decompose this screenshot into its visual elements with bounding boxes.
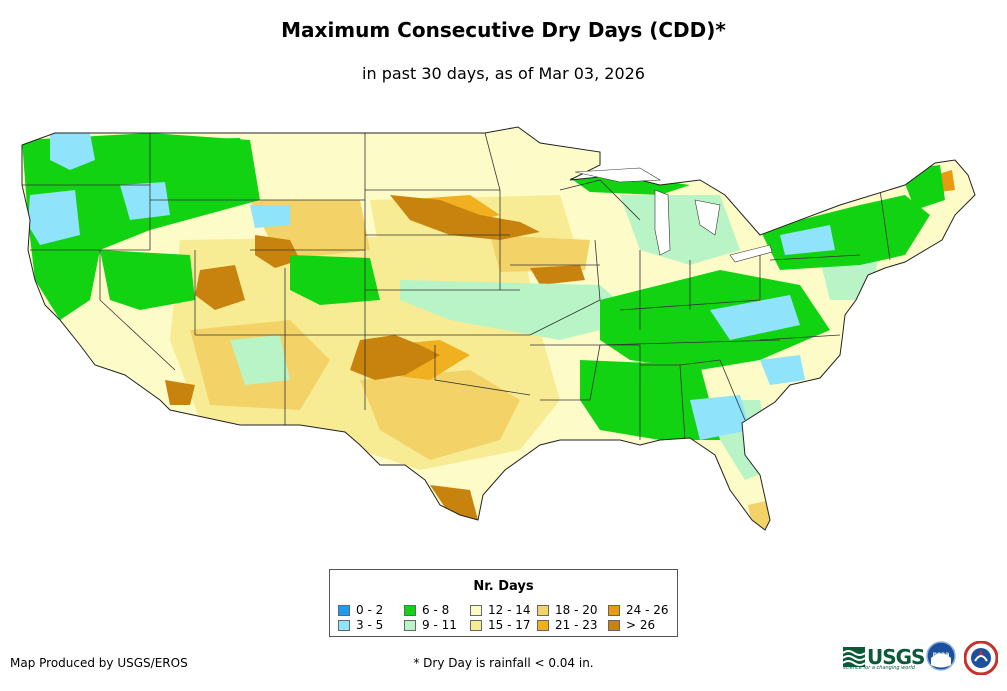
legend-label: 24 - 26 xyxy=(626,603,669,617)
legend-label: 6 - 8 xyxy=(422,603,450,617)
legend-swatch xyxy=(537,604,549,616)
zone-6-8-rockies xyxy=(150,138,250,200)
zone-6-8-colorado xyxy=(290,255,380,305)
legend-item: 3 - 5 xyxy=(338,618,383,632)
lake-michigan xyxy=(654,189,671,256)
legend-label: 9 - 11 xyxy=(422,618,457,632)
border-ia-east xyxy=(529,239,601,336)
zone-18-20-texas xyxy=(360,370,520,460)
legend-swatch xyxy=(608,604,620,616)
zone-3-5-georgia xyxy=(690,395,750,440)
noaa-logo-icon: noaa xyxy=(926,641,956,671)
zone-9-11-nm xyxy=(230,335,290,385)
zone-gt26-south-texas xyxy=(430,485,478,520)
nws-logo-icon xyxy=(964,641,998,675)
zone-3-5-montana xyxy=(250,205,290,228)
legend-swatch xyxy=(470,604,482,616)
usgs-tagline: science for a changing world xyxy=(843,665,915,671)
legend-swatch xyxy=(338,619,350,631)
zone-gt26-coloradoplateau xyxy=(255,235,300,268)
legend-item: 12 - 14 xyxy=(470,603,531,617)
usgs-wordmark: USGS xyxy=(867,645,925,669)
zone-gt26-sd xyxy=(390,195,540,240)
zone-9-11-plains xyxy=(400,280,640,340)
legend-label: 21 - 23 xyxy=(555,618,598,632)
usgs-wave-icon xyxy=(843,647,865,667)
border-pa-ny xyxy=(769,254,861,261)
zone-3-5-tn-valley xyxy=(710,295,800,340)
lake-superior xyxy=(574,167,662,183)
border-ga xyxy=(679,359,746,421)
border-nv-ca xyxy=(99,250,176,371)
zone-18-20-iowa xyxy=(490,235,590,272)
legend-label: 15 - 17 xyxy=(488,618,531,632)
zone-6-8-deep-south xyxy=(580,360,720,440)
border-ne-states xyxy=(879,189,891,261)
legend-label: > 26 xyxy=(626,618,656,632)
legend-item: 18 - 20 xyxy=(537,603,598,617)
legend-item: 24 - 26 xyxy=(608,603,669,617)
state-boundaries xyxy=(22,132,891,441)
border-wi-mi xyxy=(559,179,641,221)
legend-swatch xyxy=(338,604,350,616)
border-mn-west xyxy=(484,132,501,290)
noaa-wordmark: noaa xyxy=(933,651,950,658)
zone-gt26-texas-panhandle xyxy=(350,335,440,380)
zone-6-8-great-basin xyxy=(100,250,195,310)
legend-swatch xyxy=(470,619,482,631)
legend-item: 9 - 11 xyxy=(404,618,457,632)
legend-label: 0 - 2 xyxy=(356,603,384,617)
zone-6-8-appalachia xyxy=(600,270,830,370)
legend-label: 18 - 20 xyxy=(555,603,598,617)
dry-days-shading xyxy=(22,127,975,530)
usgs-logo: USGS xyxy=(843,642,925,672)
legend-item: 0 - 2 xyxy=(338,603,383,617)
legend-swatch xyxy=(404,604,416,616)
map-subtitle: in past 30 days, as of Mar 03, 2026 xyxy=(362,64,645,83)
legend-title: Nr. Days xyxy=(473,579,534,594)
lake-erie xyxy=(729,244,773,263)
footnote-text: * Dry Day is rainfall < 0.04 in. xyxy=(413,656,594,670)
zone-3-5-ny xyxy=(780,225,835,255)
legend-item: 21 - 23 xyxy=(537,618,598,632)
border-ok-tx xyxy=(434,345,531,396)
zone-gt26-arizona xyxy=(165,380,195,405)
legend-swatch xyxy=(608,619,620,631)
border-tn xyxy=(599,339,781,346)
border-va-nc xyxy=(759,334,841,341)
zone-gt26-iowa xyxy=(530,265,585,285)
credit-text: Map Produced by USGS/EROS xyxy=(10,656,188,670)
border-ar-la xyxy=(530,344,601,401)
zone-3-5-idaho xyxy=(120,182,170,220)
zone-3-5-washington xyxy=(50,133,95,170)
legend-item: > 26 xyxy=(608,618,655,632)
map-title: Maximum Consecutive Dry Days (CDD)* xyxy=(281,18,726,42)
lake-huron xyxy=(694,199,721,236)
legend-item: 6 - 8 xyxy=(404,603,449,617)
legend-swatch xyxy=(404,619,416,631)
zone-3-5-oregon xyxy=(28,190,80,245)
legend-label: 3 - 5 xyxy=(356,618,384,632)
legend-swatch xyxy=(537,619,549,631)
zone-gt26-utah xyxy=(195,265,245,310)
zone-3-5-carolinas xyxy=(760,355,805,385)
legend-label: 12 - 14 xyxy=(488,603,531,617)
legend-item: 15 - 17 xyxy=(470,618,531,632)
